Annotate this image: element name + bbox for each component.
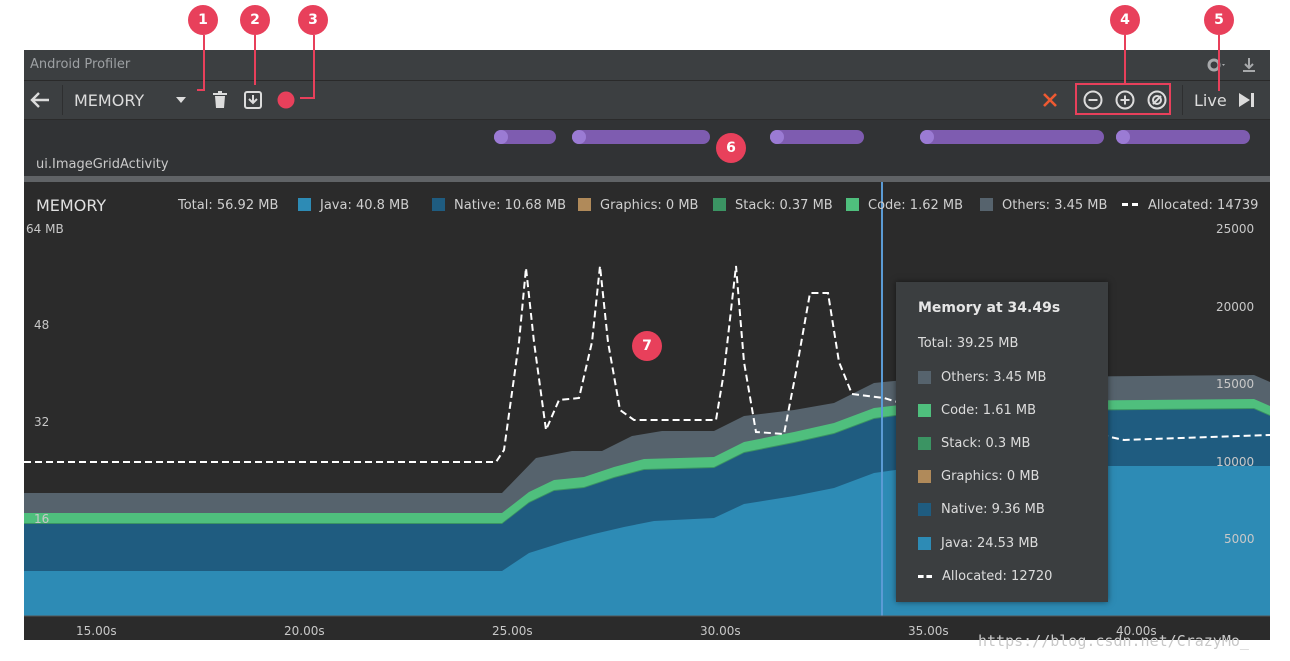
minimize-icon[interactable] xyxy=(1240,56,1258,74)
gear-icon[interactable] xyxy=(1206,56,1228,74)
chevron-down-icon[interactable] xyxy=(174,95,188,105)
callout-connector xyxy=(254,35,256,85)
time-axis-label: 35.00s xyxy=(908,624,949,638)
time-cursor[interactable] xyxy=(881,182,883,616)
live-button[interactable]: Live xyxy=(1194,91,1227,110)
callout-2: 2 xyxy=(240,5,270,35)
callout-connector xyxy=(313,35,315,99)
others-swatch xyxy=(918,371,931,384)
stack-swatch xyxy=(713,198,726,211)
graphics-swatch xyxy=(918,470,931,483)
toolbar-divider xyxy=(62,85,63,115)
callout-4: 4 xyxy=(1110,5,1140,35)
time-axis-label: 20.00s xyxy=(284,624,325,638)
tooltip-total: Total: 39.25 MB xyxy=(918,336,1019,351)
arrow-left-icon[interactable] xyxy=(28,89,52,111)
callout-connector xyxy=(1218,35,1220,91)
callout-connector xyxy=(197,89,205,91)
tooltip-title: Memory at 34.49s xyxy=(918,300,1061,316)
time-axis-label: 40.00s xyxy=(1116,624,1157,638)
time-axis-label: 30.00s xyxy=(700,624,741,638)
callout-1: 1 xyxy=(188,5,218,35)
title-bar: Android Profiler xyxy=(24,50,1270,81)
right-axis-label: 20000 xyxy=(1216,300,1255,314)
allocated-swatch xyxy=(918,575,932,578)
callout-6: 6 xyxy=(716,133,746,163)
callout-3: 3 xyxy=(298,5,328,35)
splitter[interactable] xyxy=(24,176,1270,182)
record-icon[interactable] xyxy=(276,90,296,110)
native-swatch xyxy=(918,503,931,516)
watermark: https://blog.csdn.net/CrazyMo_ xyxy=(978,632,1249,650)
profiler-select[interactable]: MEMORY xyxy=(74,91,145,110)
others-swatch xyxy=(980,198,993,211)
code-swatch xyxy=(846,198,859,211)
tooltip-row-native: Native: 9.36 MB xyxy=(918,502,1045,517)
tooltip-row-java: Java: 24.53 MB xyxy=(918,536,1038,551)
activity-label: ui.ImageGridActivity xyxy=(36,157,169,172)
callout-connector xyxy=(203,35,205,91)
event-pill[interactable] xyxy=(1116,130,1250,144)
allocated-line xyxy=(24,265,1270,463)
legend: MEMORY Total: 56.92 MB Java: 40.8 MB Nat… xyxy=(24,190,1270,220)
toolbar: MEMORY Live xyxy=(24,81,1270,120)
graphics-swatch xyxy=(578,198,591,211)
profiler-window: Android Profiler MEMORY xyxy=(24,50,1270,640)
legend-allocated: Allocated: 14739 xyxy=(1148,198,1259,213)
event-pill[interactable] xyxy=(770,130,864,144)
tooltip-row-others: Others: 3.45 MB xyxy=(918,370,1046,385)
zoom-in-icon[interactable] xyxy=(1114,89,1136,111)
java-swatch xyxy=(298,198,311,211)
allocated-swatch xyxy=(1122,203,1138,209)
legend-java: Java: 40.8 MB xyxy=(320,198,410,213)
event-pill[interactable] xyxy=(572,130,710,144)
skip-to-end-icon[interactable] xyxy=(1236,90,1258,110)
download-icon[interactable] xyxy=(242,89,264,111)
window-title: Android Profiler xyxy=(30,57,131,72)
event-timeline: ui.ImageGridActivity 6 xyxy=(24,120,1270,176)
native-swatch xyxy=(432,198,445,211)
legend-total: Total: 56.92 MB xyxy=(178,198,279,213)
left-axis-label: 48 xyxy=(34,318,50,332)
zoom-out-icon[interactable] xyxy=(1082,89,1104,111)
callout-5: 5 xyxy=(1204,5,1234,35)
legend-native: Native: 10.68 MB xyxy=(454,198,567,213)
reset-zoom-icon[interactable] xyxy=(1146,89,1168,111)
chart-title: MEMORY xyxy=(36,196,107,215)
code-swatch xyxy=(918,404,931,417)
tooltip-row-code: Code: 1.61 MB xyxy=(918,403,1036,418)
time-axis xyxy=(24,616,1270,640)
callout-7: 7 xyxy=(632,331,662,361)
left-axis-label: 32 xyxy=(34,415,50,429)
memory-tooltip: Memory at 34.49s Total: 39.25 MB Others:… xyxy=(896,282,1108,602)
legend-stack: Stack: 0.37 MB xyxy=(735,198,833,213)
zoom-controls-highlight xyxy=(1075,83,1171,115)
close-icon[interactable] xyxy=(1040,90,1060,110)
left-axis-label: 64 MB xyxy=(26,222,64,236)
tooltip-row-stack: Stack: 0.3 MB xyxy=(918,436,1030,451)
right-axis-label: 25000 xyxy=(1216,222,1255,236)
time-axis-label: 15.00s xyxy=(76,624,117,638)
right-axis-label: 5000 xyxy=(1224,532,1255,546)
time-axis-label: 25.00s xyxy=(492,624,533,638)
toolbar-divider-right xyxy=(1182,85,1183,115)
trash-icon[interactable] xyxy=(210,89,230,111)
right-axis-label: 15000 xyxy=(1216,377,1255,391)
event-pill[interactable] xyxy=(920,130,1104,144)
callout-connector xyxy=(1124,35,1126,83)
legend-graphics: Graphics: 0 MB xyxy=(600,198,699,213)
java-swatch xyxy=(918,537,931,550)
stack-swatch xyxy=(918,437,931,450)
right-axis-label: 10000 xyxy=(1216,455,1255,469)
legend-code: Code: 1.62 MB xyxy=(868,198,964,213)
left-axis-label: 16 xyxy=(34,512,50,526)
legend-others: Others: 3.45 MB xyxy=(1002,198,1108,213)
callout-connector xyxy=(300,97,315,99)
tooltip-row-allocated: Allocated: 12720 xyxy=(918,569,1052,584)
event-pill[interactable] xyxy=(494,130,556,144)
tooltip-row-graphics: Graphics: 0 MB xyxy=(918,469,1039,484)
